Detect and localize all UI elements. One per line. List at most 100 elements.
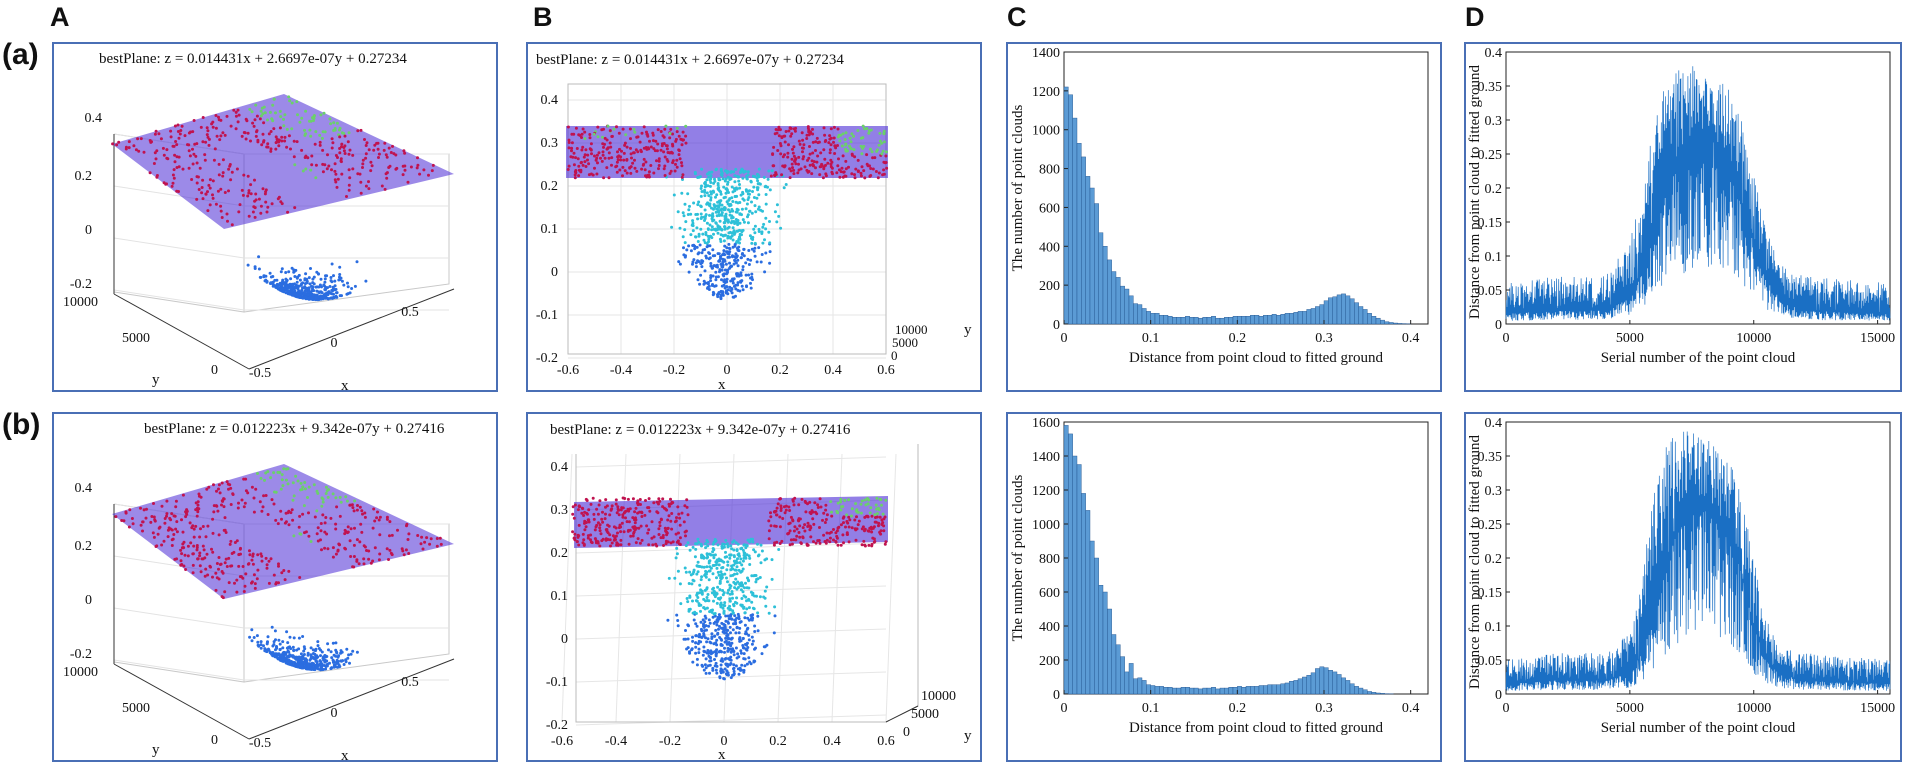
surface-point xyxy=(284,520,288,524)
surface-point xyxy=(301,485,305,489)
surface-point xyxy=(372,507,376,511)
surface-point xyxy=(590,541,594,545)
surface-point xyxy=(666,518,670,522)
surface-point xyxy=(181,530,185,534)
ground-point xyxy=(708,621,712,625)
ground-point xyxy=(679,602,683,606)
ground-point xyxy=(699,194,703,198)
surface-point xyxy=(681,130,685,134)
surface-point xyxy=(661,497,665,501)
surface-point xyxy=(659,148,663,152)
histogram-bar xyxy=(1154,686,1160,695)
surface-point xyxy=(162,539,166,543)
surface-point xyxy=(348,539,352,543)
surface-point xyxy=(859,136,863,140)
histogram-bar xyxy=(1228,687,1234,695)
ground-point xyxy=(751,537,754,541)
surface-point xyxy=(601,153,605,157)
ground-point xyxy=(293,275,297,278)
surface-point xyxy=(838,139,842,143)
histogram-bar xyxy=(1219,317,1225,325)
surface-point xyxy=(784,504,788,508)
surface-point xyxy=(634,506,638,510)
ground-point xyxy=(285,646,289,650)
histogram-bar xyxy=(1371,316,1377,325)
surface-point xyxy=(852,148,856,152)
ground-point xyxy=(723,601,727,605)
surface-point xyxy=(258,500,262,504)
ground-point xyxy=(707,599,711,603)
surface-point xyxy=(173,124,177,128)
ground-point xyxy=(718,624,721,628)
ground-point xyxy=(719,233,723,237)
surface-point xyxy=(252,124,256,128)
ground-point xyxy=(734,646,738,650)
surface-point xyxy=(629,137,632,141)
histogram-bar xyxy=(1250,315,1255,325)
surface-point xyxy=(404,548,408,552)
ground-point xyxy=(694,213,698,216)
surface-point xyxy=(664,124,668,128)
ground-point xyxy=(681,211,685,215)
ground-point xyxy=(690,582,694,586)
surface-point xyxy=(191,130,195,134)
y-tick-label: 0 xyxy=(1495,318,1502,333)
surface-point xyxy=(629,534,633,538)
surface-point xyxy=(204,567,208,571)
ground-point xyxy=(725,280,729,284)
ground-point xyxy=(743,616,747,620)
ground-point xyxy=(724,550,727,554)
surface-point xyxy=(797,139,801,143)
surface-point xyxy=(614,502,618,506)
ground-point xyxy=(683,566,687,570)
ground-point xyxy=(745,177,749,180)
surface-point xyxy=(277,564,280,568)
ground-point xyxy=(772,631,776,635)
surface-point xyxy=(833,152,837,155)
surface-point xyxy=(859,174,863,178)
surface-point xyxy=(574,126,578,130)
surface-point xyxy=(829,143,833,147)
surface-point xyxy=(611,534,615,538)
surface-point xyxy=(405,522,409,526)
surface-point xyxy=(776,149,780,152)
surface-point xyxy=(230,564,234,568)
surface-point xyxy=(306,496,309,499)
histogram-bar xyxy=(1211,316,1216,325)
ground-point xyxy=(733,600,737,604)
surface-point xyxy=(588,136,592,140)
surface-point xyxy=(192,119,196,122)
surface-point xyxy=(340,172,344,176)
ground-point xyxy=(259,646,263,650)
surface-point xyxy=(881,173,885,177)
surface-point xyxy=(801,138,805,142)
ground-point xyxy=(268,271,272,275)
surface-point xyxy=(165,499,169,503)
ground-point xyxy=(712,227,716,231)
ground-point xyxy=(691,660,695,664)
ground-point xyxy=(696,217,700,221)
surface-point xyxy=(238,203,242,207)
surface-point xyxy=(839,170,843,174)
ground-point xyxy=(695,226,699,230)
histogram-bar xyxy=(1115,277,1121,325)
surface-point xyxy=(272,97,276,101)
ground-point xyxy=(676,624,680,628)
surface-point xyxy=(182,546,186,550)
ground-point xyxy=(733,189,737,193)
y-tick-label: 800 xyxy=(1039,552,1060,567)
surface-point xyxy=(658,499,662,503)
distance-trace-line xyxy=(1505,66,1891,321)
surface-point xyxy=(262,105,266,109)
ground-point xyxy=(734,631,738,635)
surface-point xyxy=(363,511,367,515)
surface-point xyxy=(278,126,282,130)
y-tick-label: 1400 xyxy=(1032,450,1060,465)
surface-point xyxy=(657,533,661,536)
surface-point xyxy=(871,536,875,540)
surface-point xyxy=(239,575,243,579)
ground-point xyxy=(703,194,707,198)
histogram-bar xyxy=(1380,319,1385,325)
surface-point xyxy=(815,160,819,164)
ground-point xyxy=(739,588,743,592)
